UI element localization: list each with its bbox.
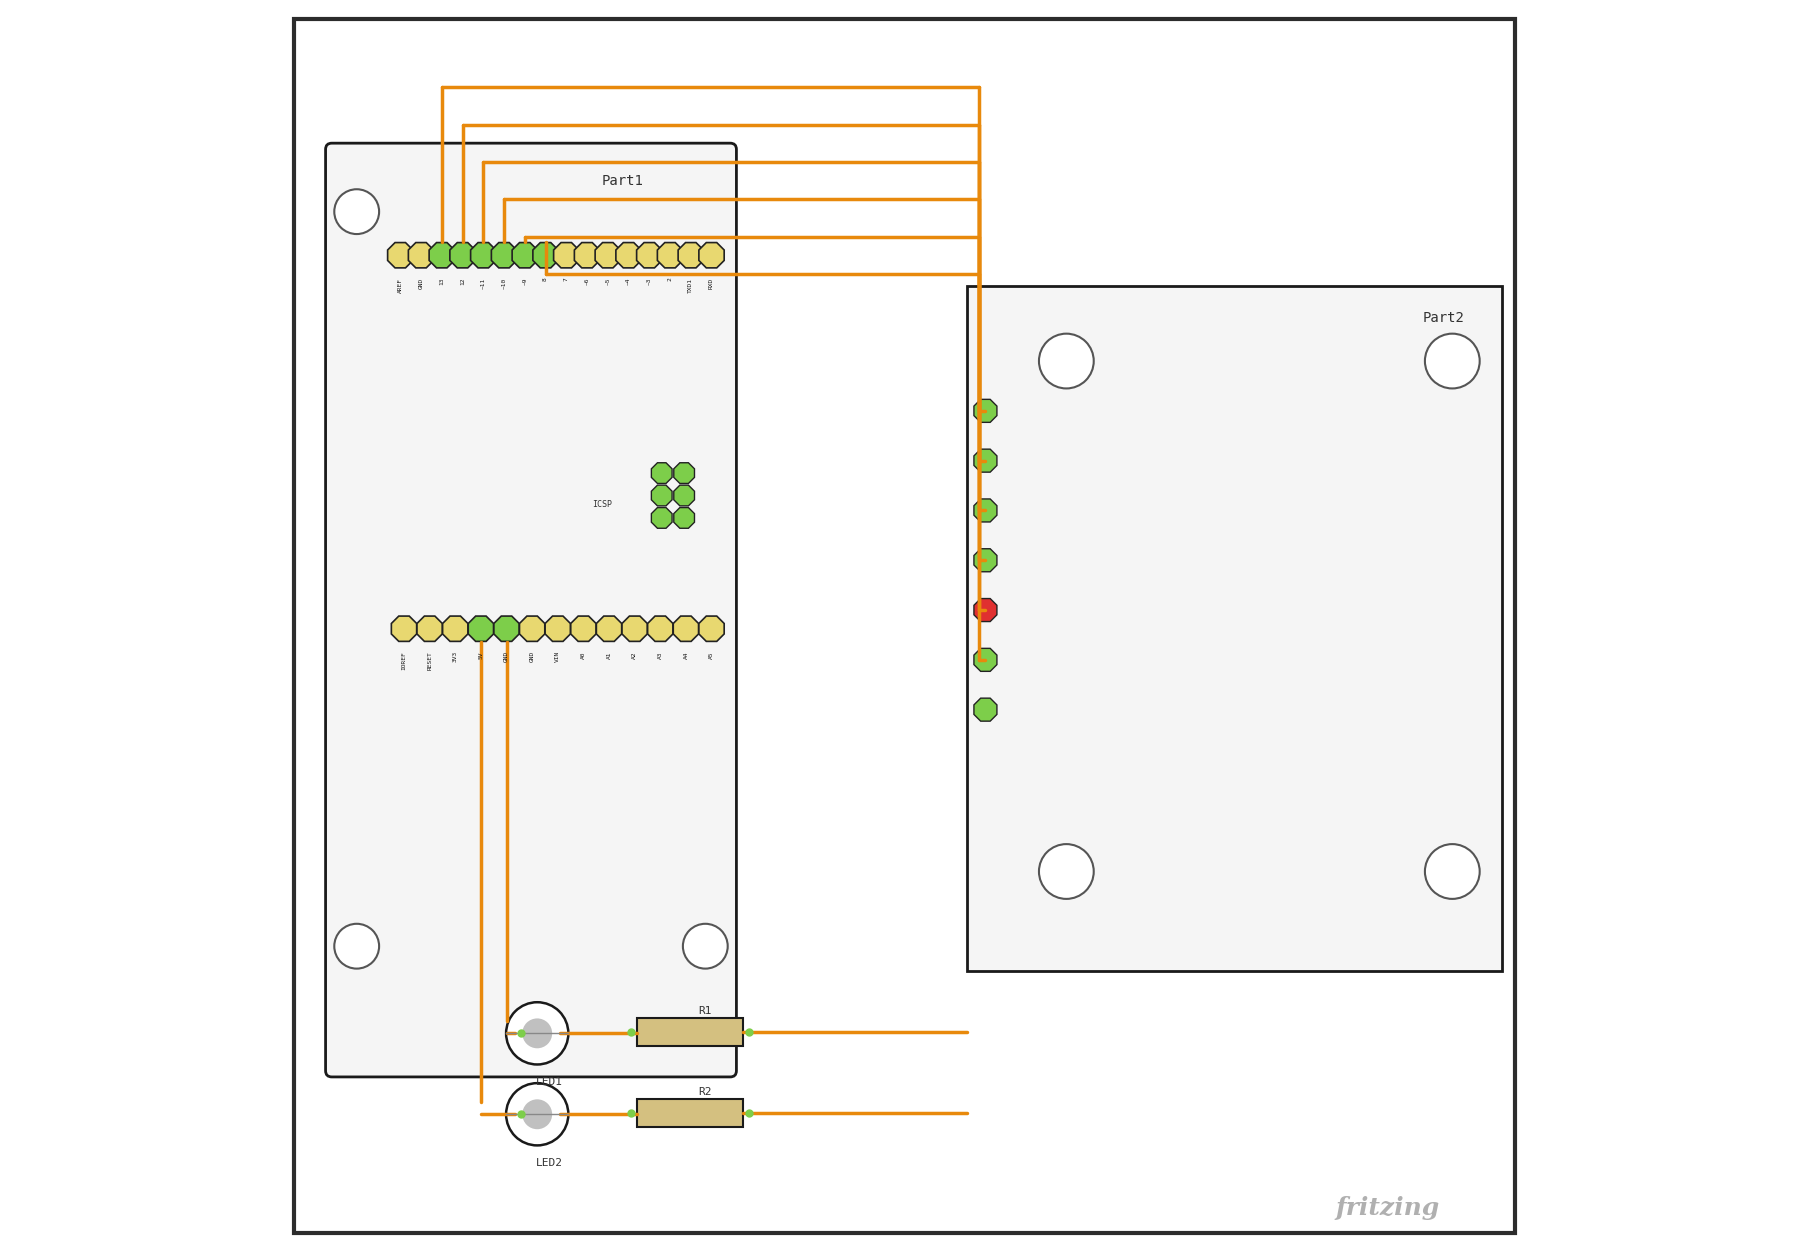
Text: A3: A3 [658, 651, 662, 659]
Text: 12: 12 [459, 278, 465, 285]
Circle shape [1038, 334, 1094, 388]
Text: ICSP: ICSP [592, 499, 611, 509]
Text: ~6: ~6 [584, 278, 590, 285]
Text: 13: 13 [440, 278, 445, 285]
Text: 3V3: 3V3 [452, 651, 458, 662]
Text: A2: A2 [631, 651, 637, 659]
Text: TXD1: TXD1 [687, 278, 693, 293]
Circle shape [682, 924, 727, 969]
Circle shape [335, 924, 380, 969]
Text: R1: R1 [698, 1006, 713, 1016]
Circle shape [1425, 844, 1480, 899]
Text: fritzing: fritzing [1335, 1195, 1440, 1220]
Text: ~11: ~11 [481, 278, 487, 289]
Text: A5: A5 [709, 651, 715, 659]
Text: RXD: RXD [709, 278, 715, 289]
Circle shape [523, 1099, 552, 1129]
Text: GND: GND [505, 651, 508, 662]
Circle shape [1038, 844, 1094, 899]
Text: ~9: ~9 [523, 278, 526, 285]
Circle shape [523, 1018, 552, 1048]
Circle shape [335, 189, 380, 234]
Bar [966, 286, 1501, 971]
Text: GND: GND [530, 651, 535, 662]
Text: A4: A4 [684, 651, 689, 659]
Text: 8: 8 [543, 278, 548, 281]
Circle shape [507, 1002, 568, 1064]
Text: R2: R2 [698, 1087, 713, 1097]
Text: 2: 2 [668, 278, 673, 281]
Text: RESET: RESET [427, 651, 432, 670]
Text: A1: A1 [606, 651, 611, 659]
FancyBboxPatch shape [326, 143, 736, 1077]
Text: IOREF: IOREF [402, 651, 407, 670]
Text: ~10: ~10 [501, 278, 507, 289]
Text: A0: A0 [581, 651, 586, 659]
Text: Part1: Part1 [601, 174, 642, 188]
Text: VIN: VIN [555, 651, 561, 662]
Text: 5V: 5V [478, 651, 483, 659]
Text: ~5: ~5 [606, 278, 610, 285]
Text: Part2: Part2 [1424, 311, 1465, 325]
Text: AREF: AREF [398, 278, 403, 293]
Bar [637, 1018, 743, 1046]
Bar [637, 1099, 743, 1127]
Text: 7: 7 [564, 278, 568, 281]
Text: LED1: LED1 [535, 1077, 563, 1087]
Text: ~4: ~4 [626, 278, 631, 285]
Circle shape [1425, 334, 1480, 388]
Circle shape [507, 1083, 568, 1145]
Text: LED2: LED2 [535, 1158, 563, 1168]
Text: ~3: ~3 [648, 278, 651, 285]
Text: GND: GND [418, 278, 423, 289]
